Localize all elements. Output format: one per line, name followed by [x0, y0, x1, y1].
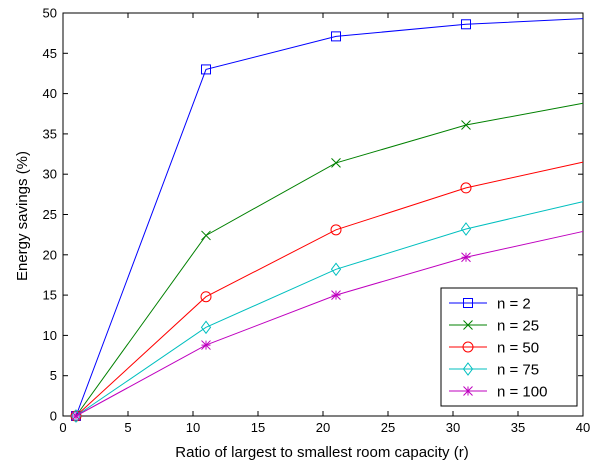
y-tick-label: 30 [43, 167, 57, 182]
y-tick-label: 15 [43, 288, 57, 303]
legend-marker [463, 320, 473, 330]
y-tick-label: 0 [50, 409, 57, 424]
data-point [201, 230, 211, 241]
x-tick-label: 25 [381, 420, 395, 435]
x-tick-label: 15 [251, 420, 265, 435]
y-tick-label: 40 [43, 86, 57, 101]
plot-layer: 0 5 10 15 20 25 30 35 40 0 5 10 15 20 25 30 35 40 45 50 n = … [43, 6, 591, 436]
x-tick-label: 35 [511, 420, 525, 435]
data-point [461, 19, 471, 30]
legend-label: n = 25 [497, 318, 539, 335]
data-point [200, 291, 212, 303]
x-tick-label: 0 [59, 420, 66, 435]
data-point [331, 158, 341, 168]
series-line [75, 201, 584, 417]
legend-item: n = 25 [449, 318, 539, 335]
y-axis-label: Energy savings (%) [14, 151, 31, 281]
x-tick-label: 5 [124, 420, 131, 435]
x-axis-label: Ratio of largest to smallest room capaci… [175, 444, 468, 461]
series-line [75, 161, 584, 417]
series-0 [71, 18, 584, 421]
legend-label: n = 2 [497, 296, 531, 313]
series-line [75, 18, 584, 417]
data-point [461, 120, 471, 130]
legend-label: n = 100 [497, 384, 547, 401]
data-point [201, 64, 211, 75]
y-tick-label: 20 [43, 247, 57, 262]
data-point [71, 411, 81, 421]
data-point [200, 320, 212, 335]
legend-label: n = 50 [497, 340, 539, 357]
legend-item: n = 100 [449, 384, 547, 401]
x-tick-label: 40 [576, 420, 590, 435]
legend-item: n = 2 [449, 296, 531, 313]
x-tick-label: 30 [446, 420, 460, 435]
y-tick-label: 45 [43, 46, 57, 61]
legend-marker [462, 362, 474, 376]
y-tick-label: 35 [43, 126, 57, 141]
y-tick-label: 25 [43, 207, 57, 222]
data-point [460, 182, 472, 194]
legend-marker [462, 341, 474, 353]
y-tick-label: 10 [43, 328, 57, 343]
data-point [331, 290, 341, 300]
data-point [460, 222, 472, 236]
x-tick-label: 20 [316, 420, 330, 435]
data-point [330, 262, 342, 277]
legend-marker [463, 298, 473, 308]
series-4 [71, 230, 584, 421]
legend-marker [463, 386, 473, 396]
data-point [330, 224, 342, 236]
data-point [201, 340, 211, 350]
data-point [331, 31, 341, 42]
legend-label: n = 75 [497, 362, 539, 379]
x-tick-label: 10 [186, 420, 200, 435]
legend: n = 2 n = 25 n = 50 n = 75 n = 100 [440, 287, 578, 407]
data-point [461, 252, 471, 263]
y-tick-label: 50 [43, 6, 57, 21]
y-tick-label: 5 [50, 368, 57, 383]
legend-item: n = 75 [449, 362, 539, 379]
legend-item: n = 50 [449, 340, 539, 357]
